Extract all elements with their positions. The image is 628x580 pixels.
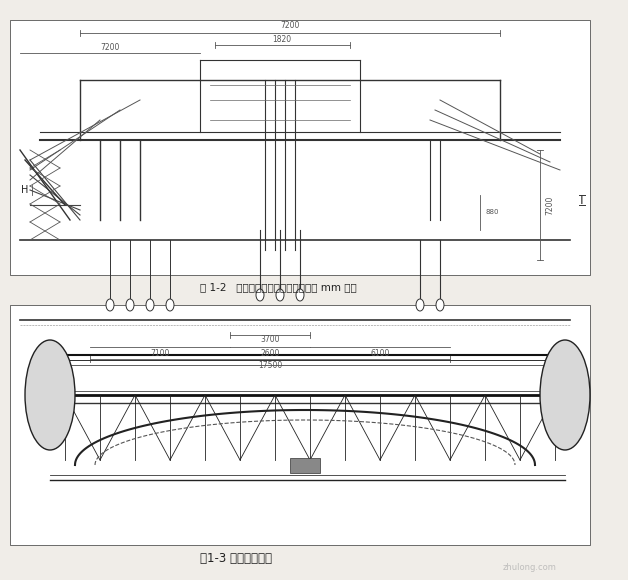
Ellipse shape [436, 299, 444, 311]
Text: 图1-3 挂篮正立面图: 图1-3 挂篮正立面图 [200, 552, 272, 564]
Ellipse shape [106, 299, 114, 311]
Bar [290, 458, 320, 473]
Ellipse shape [256, 289, 264, 301]
Ellipse shape [25, 340, 75, 450]
Text: 7100: 7100 [150, 349, 170, 357]
Text: 7200: 7200 [546, 195, 555, 215]
Text: 7200: 7200 [100, 42, 120, 52]
Ellipse shape [166, 299, 174, 311]
Ellipse shape [540, 340, 590, 450]
Bar [10, 20, 590, 275]
Text: H: H [21, 185, 29, 195]
Ellipse shape [416, 299, 424, 311]
Ellipse shape [126, 299, 134, 311]
Text: 3700: 3700 [260, 335, 279, 345]
Text: I: I [580, 194, 584, 206]
Ellipse shape [296, 289, 304, 301]
Text: 17500: 17500 [258, 361, 282, 369]
Text: 7200: 7200 [280, 20, 300, 30]
Text: 6100: 6100 [371, 349, 390, 357]
Ellipse shape [146, 299, 154, 311]
Ellipse shape [276, 289, 284, 301]
Text: 2600: 2600 [261, 349, 279, 357]
Text: zhulong.com: zhulong.com [503, 564, 557, 572]
Text: 880: 880 [485, 209, 499, 215]
Text: 图 1-2   挂篮侧视结构图（本图尺寸以 mm 计）: 图 1-2 挂篮侧视结构图（本图尺寸以 mm 计） [200, 282, 357, 292]
Bar [10, 305, 590, 545]
Text: 1820: 1820 [273, 34, 291, 44]
